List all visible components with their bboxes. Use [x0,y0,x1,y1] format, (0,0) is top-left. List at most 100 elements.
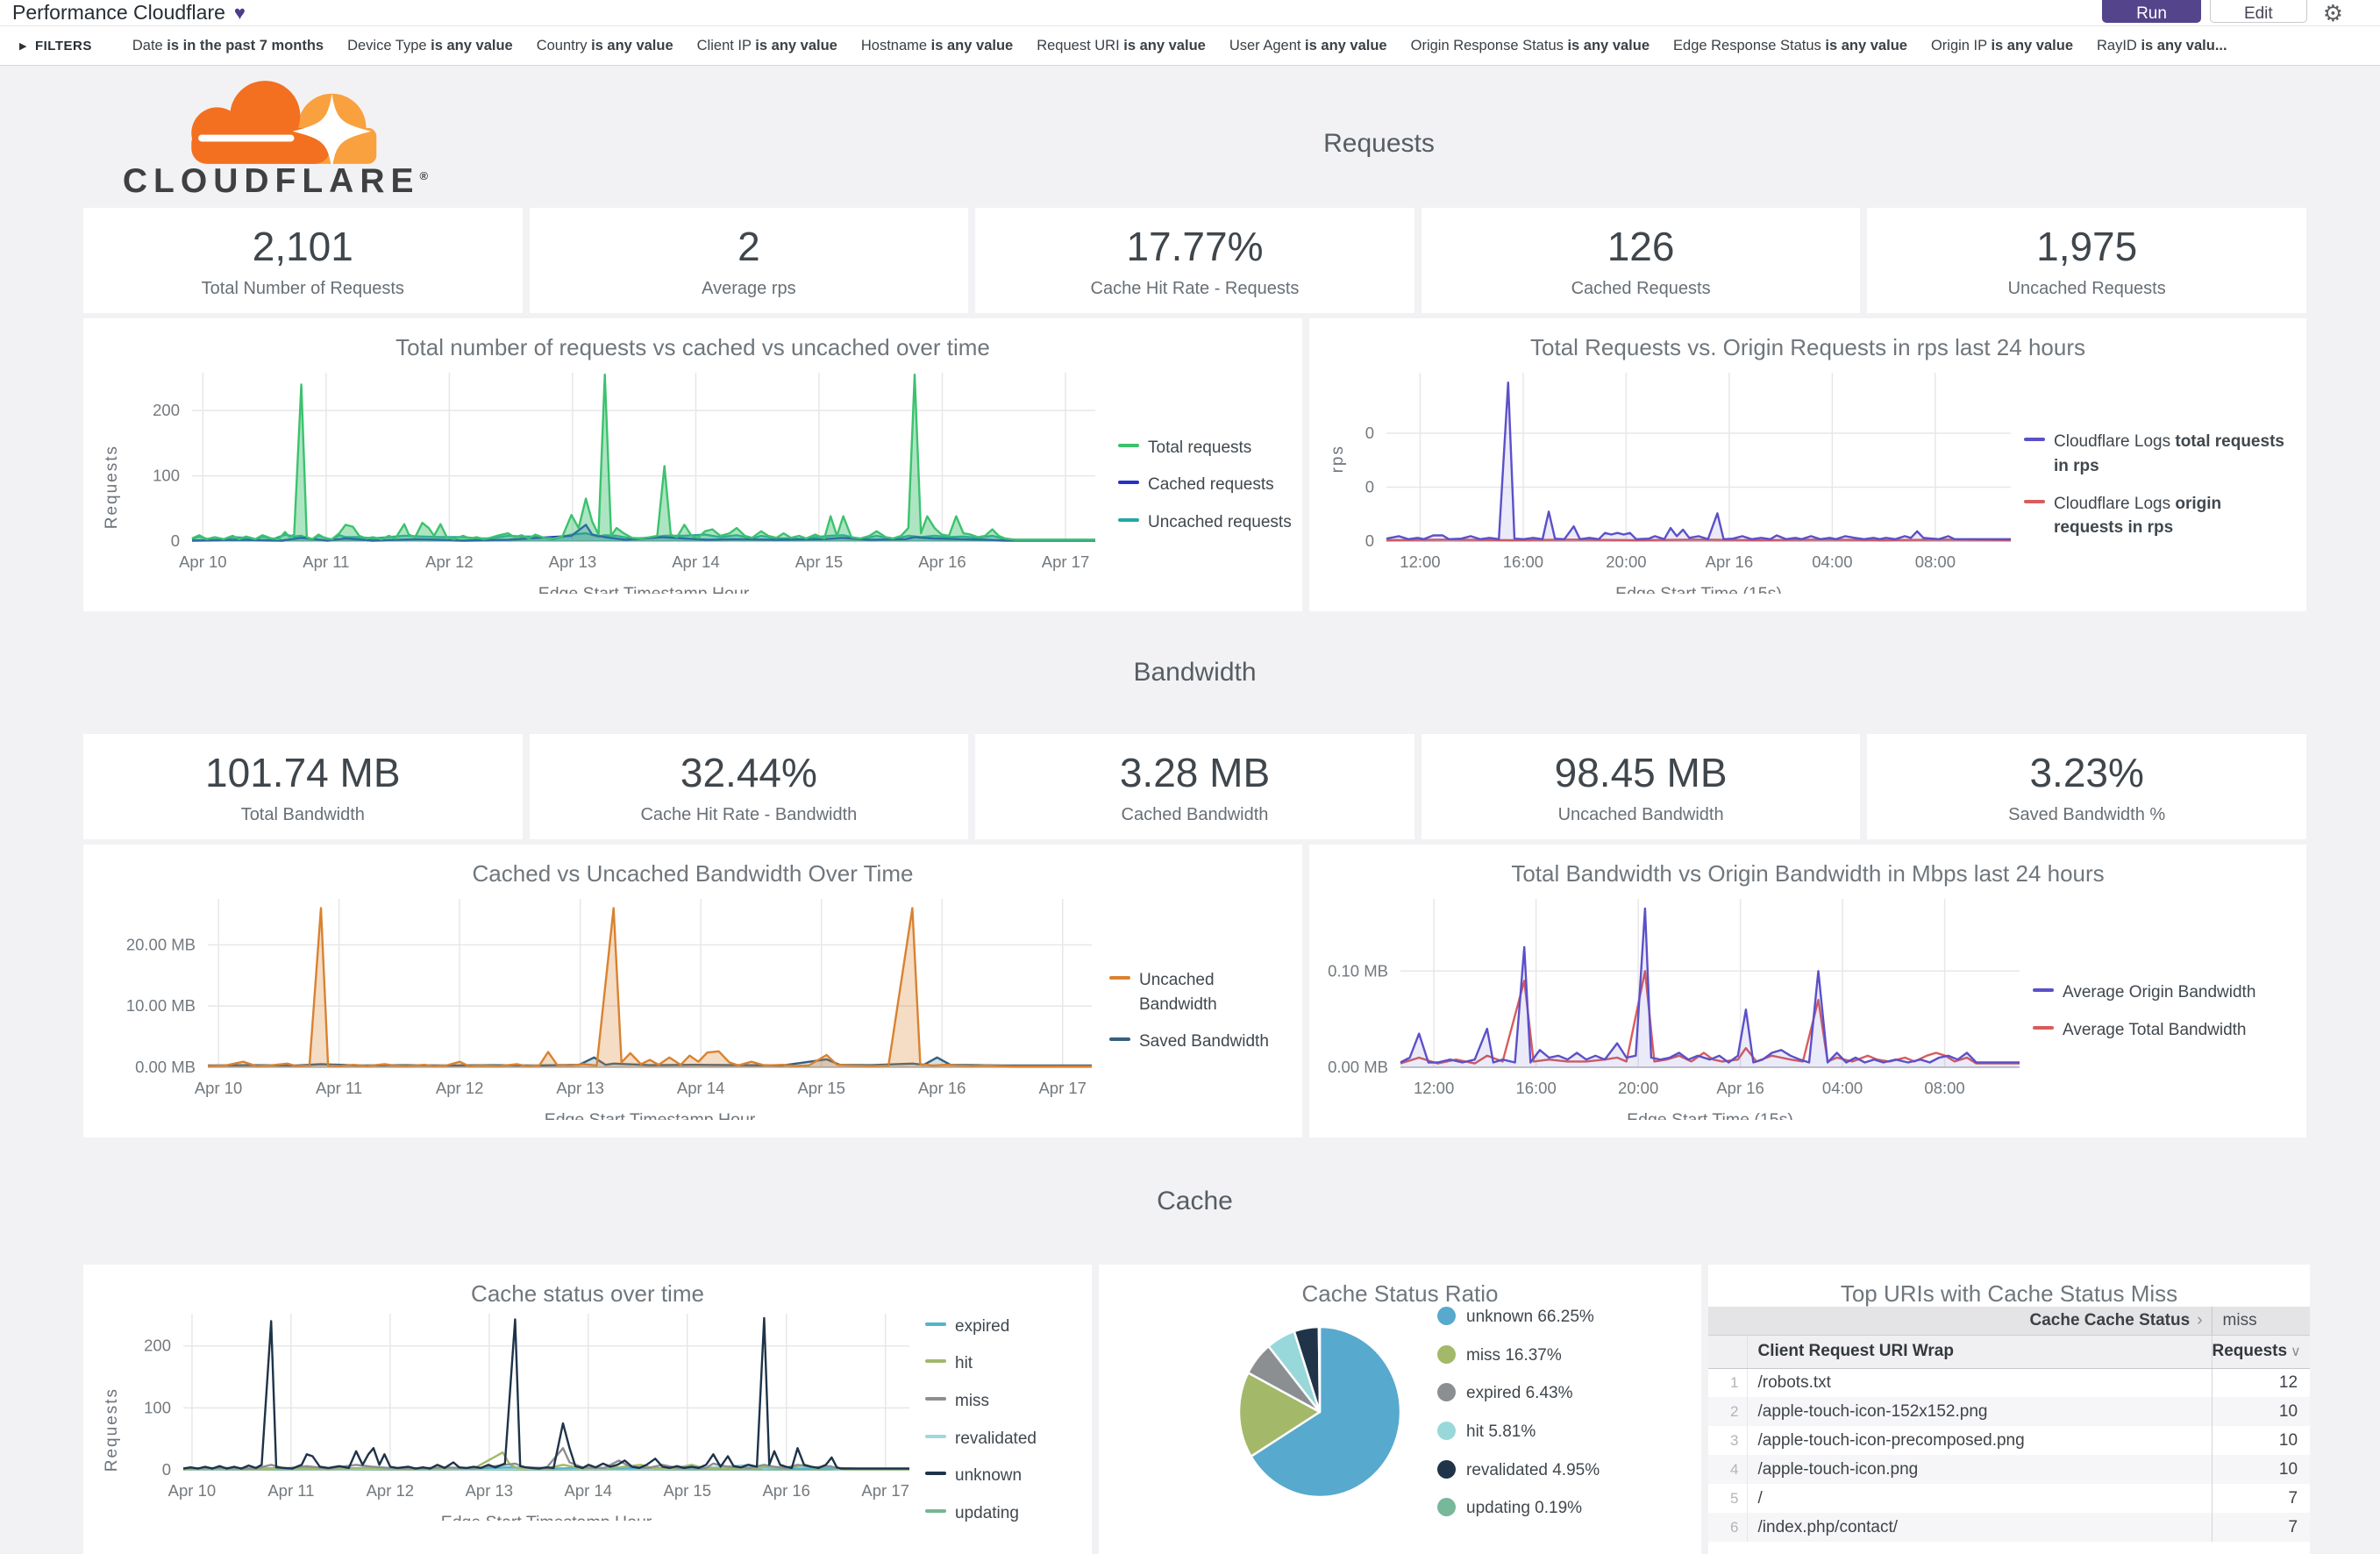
svg-text:Apr 12: Apr 12 [367,1481,415,1500]
legend-item[interactable]: Cloudflare Logs total requests in rps [2024,430,2287,478]
svg-text:Apr 11: Apr 11 [303,552,349,571]
legend-item[interactable]: hit 5.81% [1437,1420,1600,1444]
chart-legend: Total requests Cached requests Uncached re… [1118,360,1293,576]
legend-item[interactable]: Cached requests [1118,473,1293,497]
legend-item[interactable]: Saved Bandwidth [1109,1030,1293,1054]
uri-cell[interactable]: /apple-touch-icon-152x152.png [1746,1397,2213,1426]
filter-item[interactable]: Date is in the past 7 months [132,37,324,53]
edit-button[interactable]: Edit [2209,0,2307,23]
uri-cell[interactable]: /apple-touch-icon.png [1746,1455,2213,1484]
svg-text:0: 0 [1365,424,1374,442]
legend-item[interactable]: expired 6.43% [1437,1381,1600,1406]
svg-text:Apr 10: Apr 10 [179,552,227,571]
legend-item[interactable]: revalidated [925,1427,1079,1451]
legend-item[interactable]: Uncached Bandwidth [1109,968,1293,1016]
kpi-label: Uncached Bandwidth [1557,804,1724,824]
requests-cell: 7 [2211,1484,2311,1513]
legend-line-swatch [925,1434,946,1438]
filter-items: Date is in the past 7 months Device Type … [132,38,2251,54]
svg-text:Apr 12: Apr 12 [436,1079,484,1097]
legend-item[interactable]: expired [925,1315,1079,1339]
legend-line-swatch [2024,438,2045,442]
chart-title: Total Requests vs. Origin Requests in rp… [1530,334,2085,360]
pivot-header[interactable]: Cache Cache Status › [1708,1307,2213,1336]
filter-item[interactable]: Origin IP is any value [1930,37,2073,53]
table-row: 5 /7 [1708,1484,2311,1513]
registered-mark: ® [419,169,429,182]
svg-text:Apr 10: Apr 10 [168,1481,217,1500]
chart-title: Total number of requests vs cached vs un… [395,334,990,360]
legend-line-swatch [1118,481,1139,485]
filters-toggle[interactable]: ▶ FILTERS [19,39,92,53]
svg-text:Apr 13: Apr 13 [549,552,597,571]
legend-item[interactable]: Cloudflare Logs origin requests in rps [2024,492,2287,540]
pie-slice-updating[interactable] [1317,1325,1322,1414]
series-line [1386,538,2012,542]
uri-cell[interactable]: /index.php/contact/ [1746,1513,2213,1542]
top-uris-miss-tile: Top URIs with Cache Status Miss Cache Ca… [1708,1265,2311,1554]
x-axis-label: Edge Start Time (15s) [1627,1110,1793,1120]
chart-canvas: Apr 10 Apr 11 Apr 12 Apr 13 Apr 14 Apr 15 Apr … [126,899,1092,1120]
legend-item[interactable]: updating 0.19% [1437,1496,1600,1521]
row-number: 6 [1730,1518,1739,1536]
requests-cell: 7 [2211,1513,2311,1542]
filter-item[interactable]: Country is any value [536,37,673,53]
legend-line-swatch [2024,499,2045,503]
cache-status-ratio-tile: Cache Status Ratio unknown 66.25% miss 16… [1099,1265,1701,1554]
row-number: 2 [1730,1402,1739,1420]
legend-item[interactable]: revalidated 4.95% [1437,1458,1600,1483]
svg-text:0.10 MB: 0.10 MB [1328,961,1388,980]
section-title-requests: Requests [1323,129,1435,158]
gear-icon[interactable]: ⚙ [2322,0,2343,26]
pie-slice-unknown[interactable] [1250,1325,1402,1499]
legend-line-swatch [1118,443,1139,447]
requests-column-header[interactable]: Requests ∨ [2211,1335,2311,1369]
filter-item[interactable]: Client IP is any value [696,37,837,53]
filter-item[interactable]: Origin Response Status is any value [1410,37,1650,53]
legend-item[interactable]: unknown 66.25% [1437,1305,1600,1329]
chart-title: Cached vs Uncached Bandwidth Over Time [472,860,914,887]
legend-item[interactable]: hit [925,1351,1079,1376]
svg-text:100: 100 [144,1398,171,1416]
legend-item[interactable]: Average Origin Bandwidth [2033,980,2291,1005]
legend-item[interactable]: Uncached requests [1118,510,1293,535]
kpi-tile: 2,101 Total Number of Requests [83,208,523,313]
legend-line-swatch [2033,1025,2054,1030]
svg-text:10.00 MB: 10.00 MB [126,996,196,1015]
uri-cell[interactable]: / [1746,1484,2213,1513]
uri-cell[interactable]: /apple-touch-icon-precomposed.png [1746,1426,2213,1455]
kpi-value: 2,101 [252,223,353,269]
filter-item[interactable]: Hostname is any value [860,37,1014,53]
svg-text:04:00: 04:00 [1822,1079,1863,1097]
table-row: 4/apple-touch-icon.png 10 [1708,1455,2311,1484]
series-line [1386,381,2011,540]
kpi-label: Cached Requests [1571,278,1711,298]
filter-item[interactable]: User Agent is any value [1229,37,1387,53]
filter-item[interactable]: Device Type is any value [347,37,513,53]
cloudflare-cloud-icon [191,81,377,164]
svg-text:20:00: 20:00 [1618,1079,1658,1097]
filter-item[interactable]: Request URI is any value [1037,37,1206,53]
chart-title: Total Bandwidth vs Origin Bandwidth in M… [1511,860,2105,887]
table-title: Top URIs with Cache Status Miss [1840,1280,2178,1307]
legend-item[interactable]: miss 16.37% [1437,1344,1600,1368]
uri-column-header[interactable]: Client Request URI Wrap [1746,1335,2213,1369]
kpi-tile: 101.74 MB Total Bandwidth [83,734,523,839]
legend-item[interactable]: Total requests [1118,436,1293,460]
legend-item[interactable]: Average Total Bandwidth [2033,1018,2291,1043]
svg-text:Apr 15: Apr 15 [663,1481,711,1500]
legend-item[interactable]: unknown [925,1464,1079,1488]
bandwidth-over-time-chart: Apr 10 Apr 11 Apr 12 Apr 13 Apr 14 Apr 15 Apr … [83,887,1302,1120]
kpi-label: Cache Hit Rate - Bandwidth [640,804,858,824]
run-button[interactable]: Run [2102,0,2201,23]
dashboard-body: CLOUDFLARE® Requests 2,101 Total Number o… [83,66,2311,1554]
pie-slice-miss[interactable] [1237,1372,1322,1458]
legend-item[interactable]: updating [925,1501,1079,1526]
filter-item[interactable]: Edge Response Status is any value [1673,37,1907,53]
y-axis-label: Requests [103,445,121,530]
filter-item[interactable]: RayID is any valu... [2097,37,2227,53]
legend-item[interactable]: miss [925,1389,1079,1414]
uri-cell[interactable]: /robots.txt [1746,1368,2213,1397]
svg-text:Apr 10: Apr 10 [195,1079,243,1097]
row-number: 3 [1730,1431,1739,1449]
